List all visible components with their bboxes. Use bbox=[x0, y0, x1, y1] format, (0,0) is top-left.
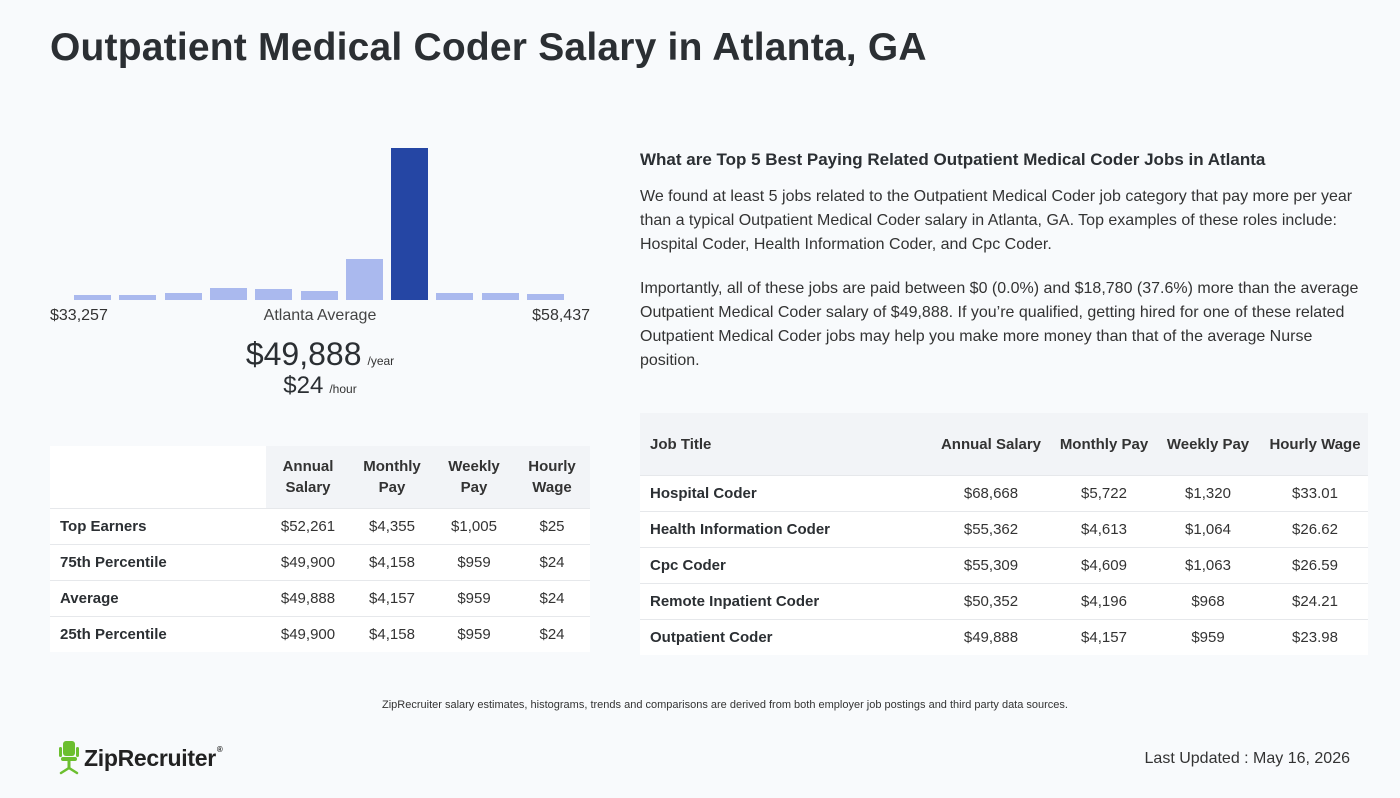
data-disclaimer: ZipRecruiter salary estimates, histogram… bbox=[382, 699, 1068, 711]
weekly-cell: $1,005 bbox=[434, 508, 514, 545]
histogram-bar bbox=[300, 291, 338, 300]
hourly-cell: $33.01 bbox=[1262, 475, 1368, 512]
annual-cell: $49,900 bbox=[266, 616, 350, 652]
related-table-header: Job Title Annual Salary Monthly Pay Week… bbox=[640, 413, 1368, 476]
histogram-bar bbox=[255, 289, 293, 300]
header-blank bbox=[50, 446, 266, 509]
chair-icon bbox=[59, 741, 79, 775]
histogram-bar bbox=[436, 293, 474, 300]
logo-wordmark: ZipRecruiter® bbox=[84, 744, 223, 771]
job-title-cell: Health Information Coder bbox=[640, 511, 928, 548]
average-yearly-unit: /year bbox=[367, 354, 395, 368]
annual-cell: $49,900 bbox=[266, 544, 350, 581]
table-row: Remote Inpatient Coder $50,352 $4,196 $9… bbox=[640, 583, 1368, 620]
header-monthly-pay: Monthly Pay bbox=[1054, 413, 1154, 476]
table-row: 25th Percentile $49,900 $4,158 $959 $24 bbox=[50, 616, 590, 652]
row-label: Top Earners bbox=[50, 508, 266, 545]
related-jobs-table: Job Title Annual Salary Monthly Pay Week… bbox=[640, 413, 1368, 655]
monthly-cell: $4,157 bbox=[1054, 619, 1154, 655]
related-jobs-paragraph-2: Importantly, all of these jobs are paid … bbox=[640, 280, 1359, 369]
average-yearly-value: $49,888 bbox=[245, 336, 362, 372]
related-jobs-paragraph-1: We found at least 5 jobs related to the … bbox=[640, 188, 1353, 253]
hourly-cell: $26.59 bbox=[1262, 547, 1368, 584]
histogram-min-label: $33,257 bbox=[50, 307, 108, 324]
table-row: Cpc Coder $55,309 $4,609 $1,063 $26.59 bbox=[640, 547, 1368, 584]
monthly-cell: $4,613 bbox=[1054, 511, 1154, 548]
job-title-cell: Hospital Coder bbox=[640, 475, 928, 512]
row-label: Average bbox=[50, 580, 266, 617]
weekly-cell: $1,064 bbox=[1154, 511, 1262, 548]
header-hourly-wage: Hourly Wage bbox=[514, 446, 590, 509]
weekly-cell: $959 bbox=[434, 580, 514, 617]
average-hourly: $24/hour bbox=[50, 372, 590, 400]
histogram-bar bbox=[345, 259, 383, 300]
annual-cell: $50,352 bbox=[928, 583, 1054, 620]
average-hourly-unit: /hour bbox=[329, 382, 357, 396]
table-row: Hospital Coder $68,668 $5,722 $1,320 $33… bbox=[640, 475, 1368, 512]
weekly-cell: $959 bbox=[434, 544, 514, 581]
hourly-cell: $26.62 bbox=[1262, 511, 1368, 548]
annual-cell: $52,261 bbox=[266, 508, 350, 545]
table-row: Outpatient Coder $49,888 $4,157 $959 $23… bbox=[640, 619, 1368, 655]
page-title: Outpatient Medical Coder Salary in Atlan… bbox=[50, 26, 927, 69]
row-label: 75th Percentile bbox=[50, 544, 266, 581]
monthly-cell: $5,722 bbox=[1054, 475, 1154, 512]
salary-histogram bbox=[50, 140, 590, 300]
histogram-center-label: Atlanta Average bbox=[263, 307, 377, 324]
hourly-cell: $24 bbox=[514, 544, 590, 581]
monthly-cell: $4,158 bbox=[350, 544, 434, 581]
job-title-cell: Cpc Coder bbox=[640, 547, 928, 584]
monthly-cell: $4,355 bbox=[350, 508, 434, 545]
hourly-cell: $25 bbox=[514, 508, 590, 545]
weekly-cell: $959 bbox=[434, 616, 514, 652]
header-monthly-pay: Monthly Pay bbox=[350, 446, 434, 509]
histogram-bar bbox=[527, 294, 564, 300]
average-yearly: $49,888/year bbox=[50, 336, 590, 373]
weekly-cell: $1,063 bbox=[1154, 547, 1262, 584]
last-updated: Last Updated : May 16, 2026 bbox=[1144, 750, 1350, 767]
histogram-bar bbox=[119, 295, 157, 300]
header-weekly-pay: Weekly Pay bbox=[1154, 413, 1262, 476]
percentile-table: Annual Salary Monthly Pay Weekly Pay Hou… bbox=[50, 446, 590, 652]
table-row: Average $49,888 $4,157 $959 $24 bbox=[50, 580, 590, 617]
annual-cell: $55,362 bbox=[928, 511, 1054, 548]
histogram-max-label: $58,437 bbox=[532, 307, 590, 324]
histogram-bar bbox=[391, 148, 429, 300]
table-row: Top Earners $52,261 $4,355 $1,005 $25 bbox=[50, 508, 590, 545]
monthly-cell: $4,196 bbox=[1054, 583, 1154, 620]
hourly-cell: $24 bbox=[514, 580, 590, 617]
monthly-cell: $4,158 bbox=[350, 616, 434, 652]
annual-cell: $55,309 bbox=[928, 547, 1054, 584]
histogram-bar bbox=[74, 295, 111, 300]
average-hourly-value: $24 bbox=[283, 372, 324, 399]
annual-cell: $49,888 bbox=[928, 619, 1054, 655]
hourly-cell: $23.98 bbox=[1262, 619, 1368, 655]
related-jobs-heading: What are Top 5 Best Paying Related Outpa… bbox=[640, 150, 1266, 169]
histogram-bar bbox=[209, 288, 247, 300]
hourly-cell: $24 bbox=[514, 616, 590, 652]
annual-cell: $68,668 bbox=[928, 475, 1054, 512]
weekly-cell: $959 bbox=[1154, 619, 1262, 655]
weekly-cell: $1,320 bbox=[1154, 475, 1262, 512]
histogram-bar bbox=[164, 293, 202, 300]
header-annual-salary: Annual Salary bbox=[928, 413, 1054, 476]
header-hourly-wage: Hourly Wage bbox=[1262, 413, 1368, 476]
monthly-cell: $4,157 bbox=[350, 580, 434, 617]
histogram-bar bbox=[481, 293, 519, 300]
job-title-cell: Remote Inpatient Coder bbox=[640, 583, 928, 620]
header-annual-salary: Annual Salary bbox=[266, 446, 350, 509]
header-job-title: Job Title bbox=[640, 413, 928, 476]
row-label: 25th Percentile bbox=[50, 616, 266, 652]
ziprecruiter-logo[interactable]: ZipRecruiter® bbox=[58, 740, 223, 776]
annual-cell: $49,888 bbox=[266, 580, 350, 617]
table-row: Health Information Coder $55,362 $4,613 … bbox=[640, 511, 1368, 548]
histogram-labels: $33,257 Atlanta Average $58,437 bbox=[50, 307, 590, 327]
monthly-cell: $4,609 bbox=[1054, 547, 1154, 584]
job-title-cell: Outpatient Coder bbox=[640, 619, 928, 655]
weekly-cell: $968 bbox=[1154, 583, 1262, 620]
hourly-cell: $24.21 bbox=[1262, 583, 1368, 620]
header-weekly-pay: Weekly Pay bbox=[434, 446, 514, 509]
percentile-table-header: Annual Salary Monthly Pay Weekly Pay Hou… bbox=[50, 446, 590, 509]
table-row: 75th Percentile $49,900 $4,158 $959 $24 bbox=[50, 544, 590, 581]
